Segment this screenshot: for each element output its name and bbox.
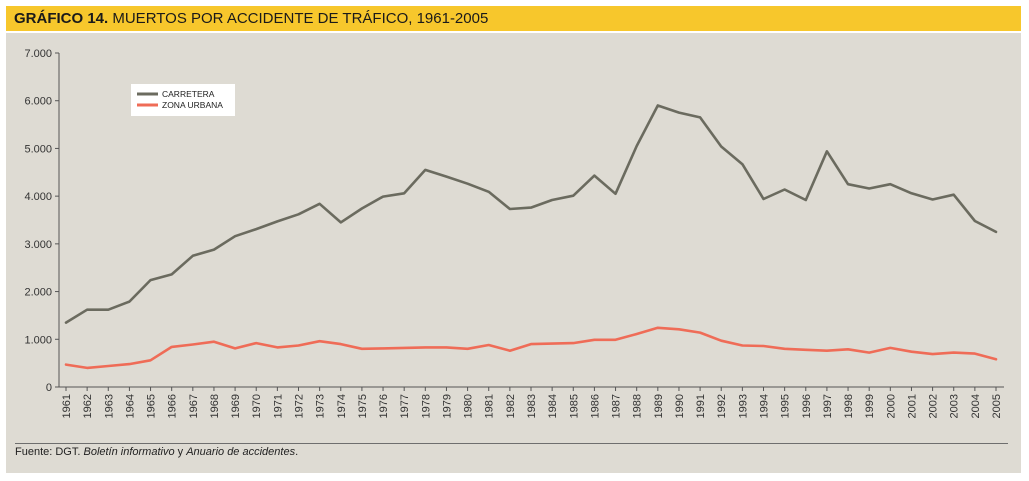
x-tick-label: 1970: [251, 394, 263, 418]
x-tick-label: 1987: [611, 394, 623, 418]
x-tick-label: 1969: [230, 394, 242, 418]
x-tick-label: 1977: [399, 394, 411, 418]
y-tick-label: 4.000: [24, 191, 52, 203]
x-tick-label: 1997: [822, 394, 834, 418]
chart-panel: 0 1.000 2.000 3.000 4.000 5.000 6.000 7.000 196…: [6, 33, 1021, 473]
x-tick-label: 1996: [801, 394, 813, 418]
legend-label-carretera: CARRETERA: [162, 89, 215, 99]
x-tick-label: 2003: [949, 394, 961, 418]
x-tick-label: 1966: [167, 394, 179, 418]
chart-number-label: GRÁFICO 14.: [14, 10, 109, 27]
x-tick-label: 1979: [441, 394, 453, 418]
x-tick-label: 2004: [970, 394, 982, 418]
source-publication-1: Boletín informativo: [83, 446, 175, 458]
legend-label-zona-urbana: ZONA URBANA: [162, 100, 223, 110]
source-prefix: Fuente: DGT.: [15, 446, 84, 458]
x-tick-label: 1973: [315, 394, 327, 418]
x-tick-label: 1965: [146, 394, 158, 418]
y-tick-label: 2.000: [24, 287, 52, 299]
chart-title-text: MUERTOS POR ACCIDENTE DE TRÁFICO, 1961-2…: [112, 10, 489, 27]
series-layer: [64, 104, 998, 370]
legend-box: [131, 84, 235, 116]
x-tick-label: 2000: [885, 394, 897, 418]
y-tick-label: 1.000: [24, 334, 52, 346]
source-divider: [15, 443, 1008, 444]
x-tick-label: 1989: [653, 394, 665, 418]
x-tick-label: 1961: [61, 394, 73, 418]
x-tick-label: 1974: [336, 394, 348, 418]
x-tick-label: 1992: [716, 394, 728, 418]
x-tick-label: 1967: [188, 394, 200, 418]
x-tick-label: 1995: [780, 394, 792, 418]
x-axis: 1961 1962 1963 1964 1965 1966 1967 1968 1969 1970…: [59, 386, 1004, 418]
x-tick-label: 1972: [294, 394, 306, 418]
source-connector: y: [174, 446, 187, 458]
x-tick-label: 1984: [547, 394, 559, 418]
x-tick-label: 1964: [124, 394, 136, 418]
series-line-carretera: [64, 104, 998, 324]
x-tick-label: 1978: [420, 394, 432, 418]
x-tick-label: 1968: [209, 394, 221, 418]
x-tick-label: 2005: [991, 394, 1003, 418]
legend: CARRETERA ZONA URBANA: [131, 84, 235, 116]
x-tick-label: 1983: [526, 394, 538, 418]
source-publication-2: Anuario de accidentes: [186, 446, 296, 458]
x-tick-label: 1985: [568, 394, 580, 418]
source-suffix: .: [295, 446, 299, 458]
x-tick-label: 2001: [906, 394, 918, 418]
x-tick-label: 1980: [463, 394, 475, 418]
y-tick-label: 5.000: [24, 143, 52, 155]
y-tick-label: 0: [46, 382, 52, 394]
y-tick-label: 6.000: [24, 96, 52, 108]
x-tick-label: 1963: [103, 394, 115, 418]
x-tick-label: 1982: [505, 394, 517, 418]
y-tick-label: 3.000: [24, 239, 52, 251]
x-tick-label: 1975: [357, 394, 369, 418]
x-tick-label: 2002: [928, 394, 940, 418]
x-tick-label: 1993: [737, 394, 749, 418]
x-tick-label: 1990: [674, 394, 686, 418]
x-tick-label: 1986: [589, 394, 601, 418]
y-axis: 0 1.000 2.000 3.000 4.000 5.000 6.000 7.000: [24, 48, 60, 394]
source-note: Fuente: DGT. Boletín informativo y Anuar…: [15, 446, 298, 458]
line-chart: 0 1.000 2.000 3.000 4.000 5.000 6.000 7.000 196…: [24, 48, 1004, 418]
x-tick-label: 1998: [843, 394, 855, 418]
x-tick-label: 1962: [82, 394, 94, 418]
x-tick-label: 1999: [864, 394, 876, 418]
x-tick-label: 1981: [484, 394, 496, 418]
x-tick-label: 1994: [759, 394, 771, 418]
x-tick-label: 1988: [632, 394, 644, 418]
x-tick-label: 1971: [272, 394, 284, 418]
chart-title-bar: GRÁFICO 14. MUERTOS POR ACCIDENTE DE TRÁ…: [6, 6, 1021, 31]
x-tick-label: 1991: [695, 394, 707, 418]
chart-title: GRÁFICO 14. MUERTOS POR ACCIDENTE DE TRÁ…: [14, 10, 488, 27]
series-line-zona-urbana: [64, 326, 998, 370]
x-tick-label: 1976: [378, 394, 390, 418]
y-tick-label: 7.000: [24, 48, 52, 60]
